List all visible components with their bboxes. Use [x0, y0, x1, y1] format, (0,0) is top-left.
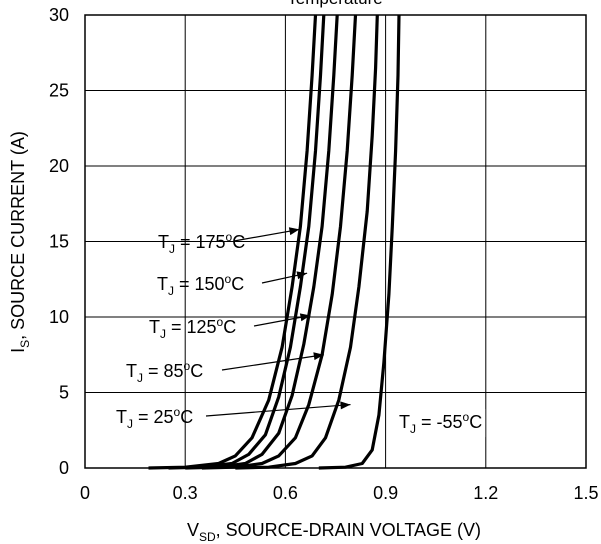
series-label: TJ = 175oC	[158, 230, 245, 256]
x-tick-label: 0	[80, 483, 90, 503]
x-tick-label: 1.2	[473, 483, 498, 503]
y-tick-label: 10	[49, 307, 69, 327]
x-tick-label: 0.3	[173, 483, 198, 503]
y-tick-label: 30	[49, 5, 69, 25]
series-labels: TJ = 175oC TJ = 150oC TJ = 125oC TJ = 85oC T…	[116, 230, 486, 437]
y-tick-label: 15	[49, 232, 69, 252]
y-tick-label: 0	[59, 458, 69, 478]
series-line	[148, 14, 318, 470]
x-axis-label: VSD, SOURCE-DRAIN VOLTAGE (V)	[187, 520, 481, 544]
series-line	[235, 14, 379, 470]
label-leader-line	[233, 228, 300, 242]
y-tick-label: 25	[49, 81, 69, 101]
tick-labels: 0 0.3 0.6 0.9 1.2 1.5 0 5 10 15 20 25 30	[49, 5, 599, 503]
label-arrowhead	[288, 227, 300, 236]
label-arrowhead	[313, 352, 324, 361]
y-tick-label: 20	[49, 156, 69, 176]
plot-frame	[84, 14, 587, 469]
x-tick-label: 0.6	[273, 483, 298, 503]
series-line	[201, 14, 358, 470]
label-arrowhead	[296, 271, 308, 280]
y-axis-label: IS, SOURCE CURRENT (A)	[8, 131, 32, 353]
series-line	[318, 14, 401, 470]
label-arrowhead	[340, 401, 351, 410]
x-tick-label: 1.5	[573, 483, 598, 503]
label-leader-line	[221, 354, 324, 371]
series-line	[185, 14, 339, 470]
label-leader-line	[205, 403, 351, 417]
label-arrowhead	[299, 313, 311, 322]
series-label: TJ = 25oC	[116, 405, 193, 431]
series-label: TJ = -55oC	[399, 410, 482, 436]
grid	[85, 15, 586, 468]
x-tick-label: 0.9	[373, 483, 398, 503]
series-line	[168, 14, 326, 470]
series-label: TJ = 85oC	[126, 359, 203, 385]
series-label: TJ = 150oC	[157, 272, 244, 298]
y-tick-label: 5	[59, 383, 69, 403]
label-background	[396, 409, 486, 437]
label-leaders	[205, 227, 351, 417]
curves	[148, 14, 401, 470]
chart-title: Temperature	[287, 0, 382, 8]
series-label: TJ = 125oC	[149, 315, 236, 341]
